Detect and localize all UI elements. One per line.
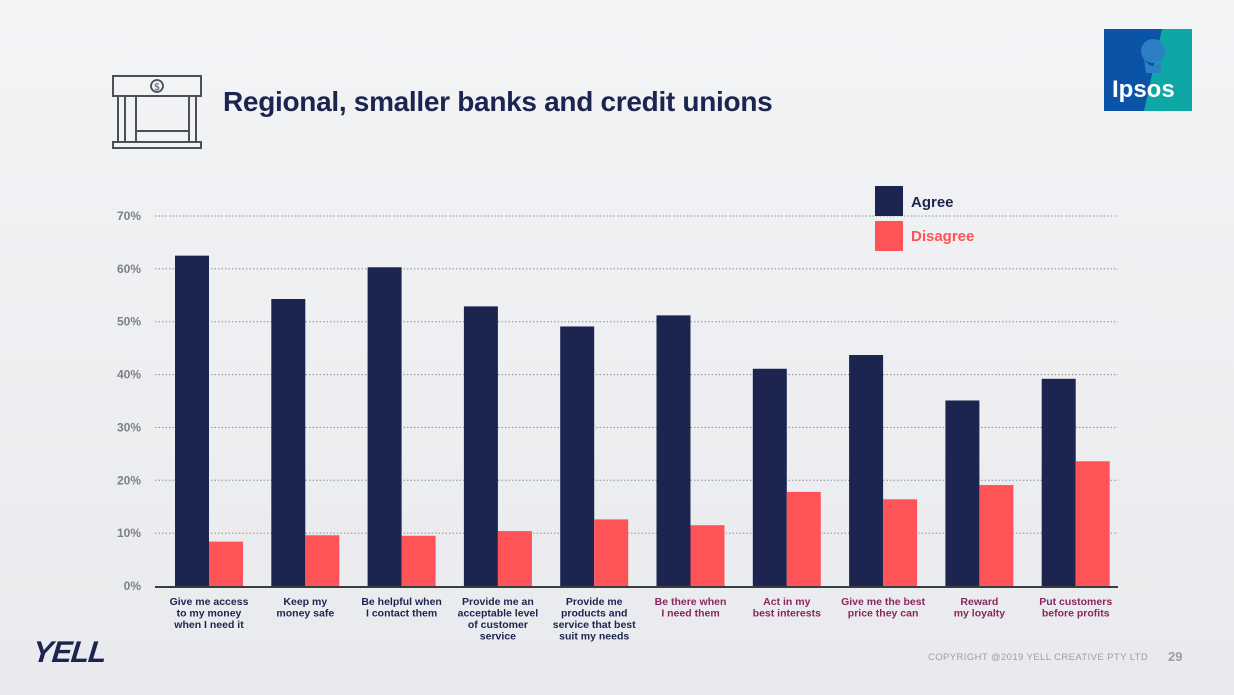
bar-agree — [849, 355, 884, 586]
y-tick-label: 40% — [117, 368, 141, 382]
bar-agree — [1041, 378, 1076, 586]
y-tick-label: 20% — [117, 473, 141, 487]
x-tick-label: of customer — [468, 619, 528, 631]
bar-agree — [463, 306, 498, 586]
bar-disagree — [883, 499, 918, 586]
x-tick-label: service that best — [553, 619, 636, 631]
svg-text:$: $ — [154, 82, 160, 93]
y-tick-label: 60% — [117, 262, 141, 276]
bar-disagree — [209, 541, 243, 586]
copyright-text: COPYRIGHT @2019 YELL CREATIVE PTY LTD — [928, 652, 1149, 663]
bar-disagree — [979, 485, 1014, 586]
x-tick-label: Provide me an — [462, 596, 534, 608]
x-tick-label: Reward — [960, 596, 998, 608]
legend-label-disagree: Disagree — [911, 228, 975, 245]
logo-text: Ipsos — [1112, 76, 1175, 103]
bar-disagree — [786, 491, 821, 586]
x-tick-label: Give me access — [170, 596, 249, 608]
page-number: 29 — [1168, 649, 1183, 664]
x-tick-label: before profits — [1042, 608, 1110, 620]
page-title: Regional, smaller banks and credit union… — [223, 86, 773, 117]
y-tick-label: 30% — [117, 420, 141, 434]
x-tick-label: best interests — [753, 608, 821, 620]
x-tick-label: Be there when — [655, 596, 727, 608]
x-tick-label: price they can — [848, 608, 919, 620]
x-tick-label: when I need it — [173, 619, 244, 631]
x-tick-label: I need them — [661, 608, 719, 620]
x-tick-label: Act in my — [763, 596, 810, 608]
x-tick-label: suit my needs — [559, 631, 629, 643]
legend-label-agree: Agree — [911, 194, 954, 211]
bar-disagree — [1075, 461, 1110, 586]
bar-disagree — [401, 535, 436, 586]
legend-swatch-disagree — [875, 221, 903, 251]
bank-building-icon: $ — [112, 75, 202, 149]
bar-disagree — [305, 535, 340, 586]
x-tick-label: service — [480, 631, 516, 643]
y-tick-label: 50% — [117, 315, 141, 329]
bar-disagree — [497, 531, 532, 586]
x-tick-label: to my money — [177, 608, 242, 620]
yell-logo: YELL — [31, 636, 108, 669]
y-tick-label: 70% — [117, 209, 141, 223]
x-tick-label: Give me the best — [841, 596, 926, 608]
x-tick-label: money safe — [276, 608, 334, 620]
bar-agree — [367, 267, 402, 586]
y-tick-label: 10% — [117, 526, 141, 540]
x-tick-label: acceptable level — [458, 608, 539, 620]
bar-agree — [271, 298, 306, 586]
bar-disagree — [690, 525, 725, 586]
x-tick-label: Be helpful when — [361, 596, 442, 608]
bar-agree — [752, 368, 787, 586]
x-tick-label: my loyalty — [954, 608, 1006, 620]
ipsos-logo — [1104, 29, 1192, 111]
bar-agree — [175, 255, 209, 586]
bar-agree — [656, 315, 691, 586]
y-tick-label: 0% — [124, 579, 142, 593]
x-tick-label: I contact them — [366, 608, 437, 620]
x-tick-label: Provide me — [566, 596, 623, 608]
x-tick-label: Put customers — [1039, 596, 1112, 608]
x-tick-label: products and — [561, 608, 628, 620]
bar-agree — [945, 400, 980, 586]
bar-agree — [560, 326, 595, 586]
bar-disagree — [594, 519, 629, 586]
legend-swatch-agree — [875, 186, 903, 216]
x-tick-label: Keep my — [283, 596, 327, 608]
